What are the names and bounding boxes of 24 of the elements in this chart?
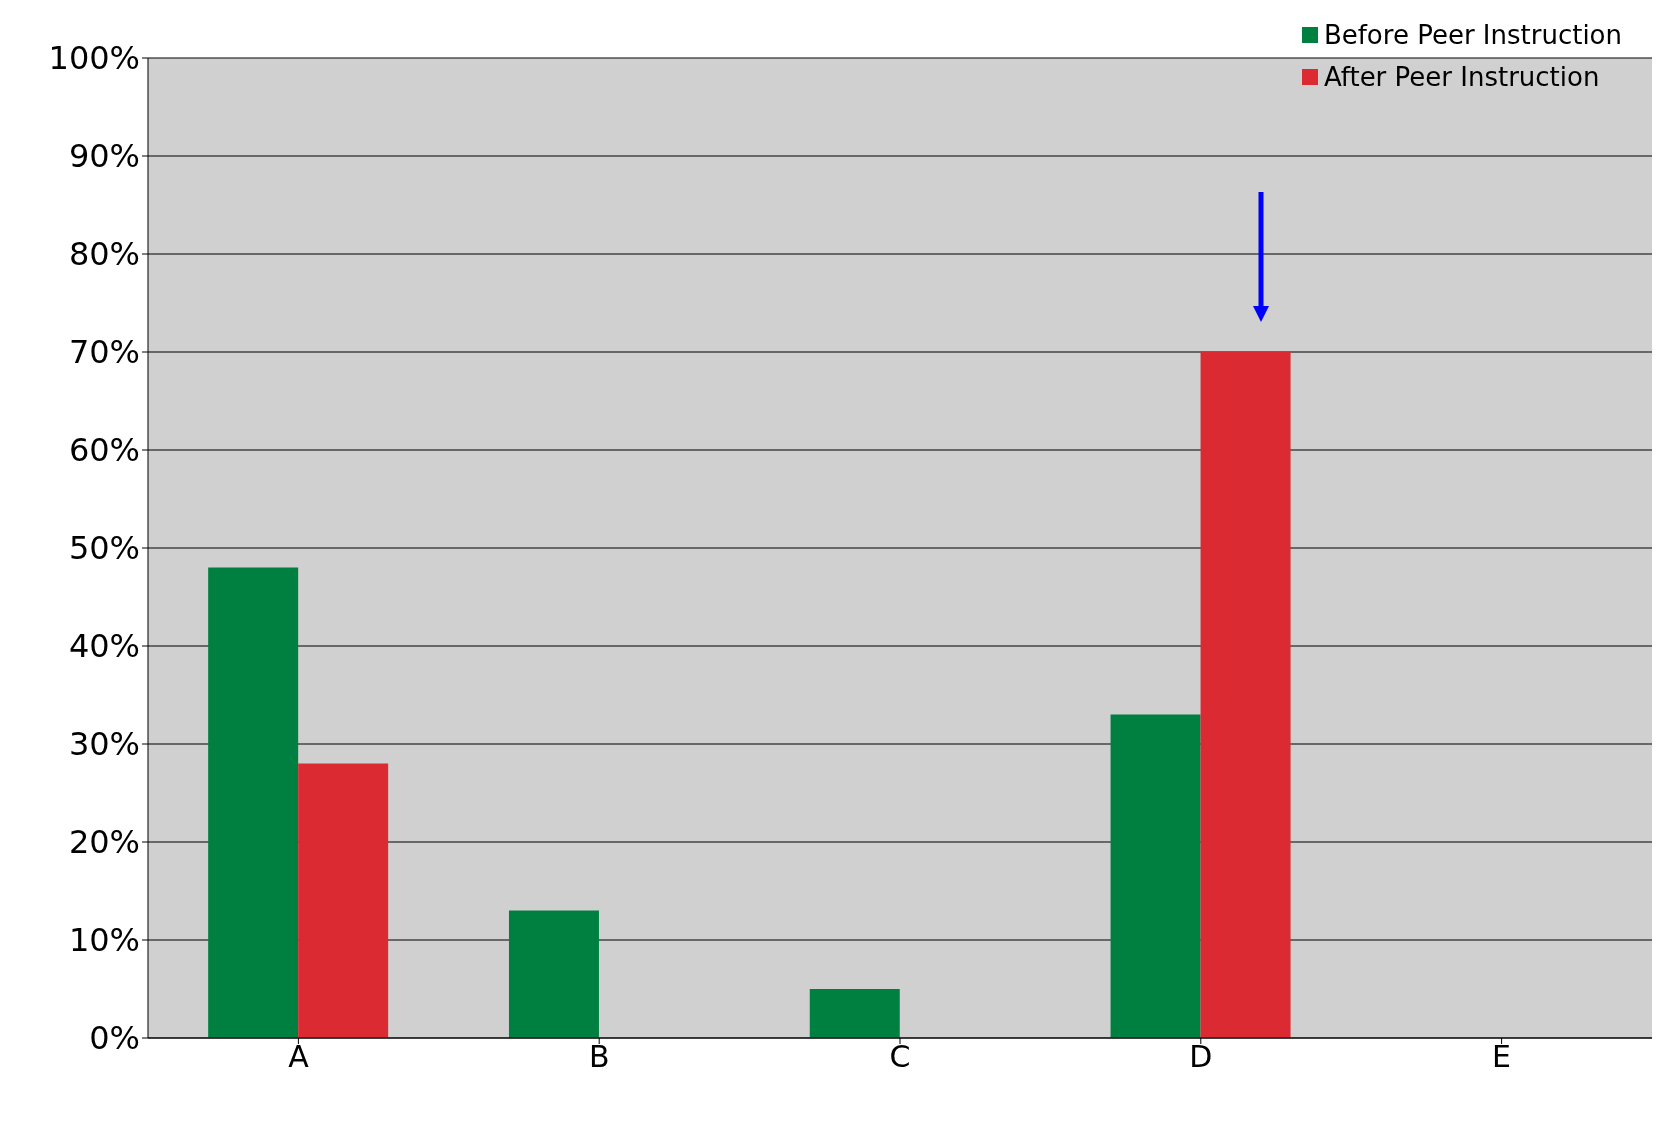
bar xyxy=(1110,714,1201,1038)
y-tick-label: 80% xyxy=(68,235,140,274)
y-tick-label: 100% xyxy=(48,39,140,78)
legend-label: Before Peer Instruction xyxy=(1323,19,1622,52)
y-tick-label: 30% xyxy=(68,725,140,764)
y-tick-label: 20% xyxy=(68,823,140,862)
y-tick-label: 0% xyxy=(89,1019,140,1058)
bar xyxy=(1200,352,1291,1038)
x-tick-label: D xyxy=(1189,1039,1213,1075)
x-tick-label: E xyxy=(1492,1039,1512,1075)
bar xyxy=(809,989,900,1038)
x-tick-label: B xyxy=(588,1039,610,1075)
x-tick-label: C xyxy=(889,1039,911,1075)
y-tick-label: 70% xyxy=(68,333,140,372)
y-tick-label: 90% xyxy=(68,137,140,176)
legend-label: After Peer Instruction xyxy=(1323,61,1600,94)
bar xyxy=(208,567,299,1038)
x-tick-label: A xyxy=(288,1039,310,1075)
y-tick-label: 40% xyxy=(68,627,140,666)
y-tick-label: 10% xyxy=(68,921,140,960)
bar xyxy=(298,763,389,1038)
y-tick-label: 60% xyxy=(68,431,140,470)
y-tick-label: 50% xyxy=(68,529,140,568)
bar xyxy=(508,910,599,1038)
